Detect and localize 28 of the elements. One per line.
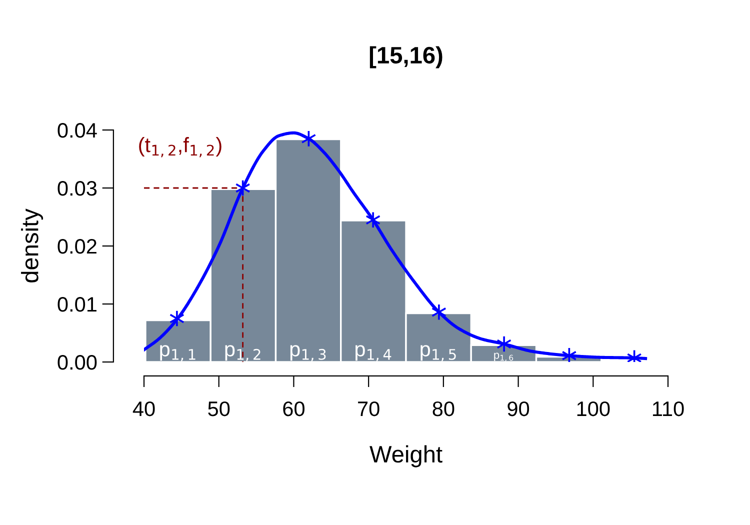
- point: [366, 211, 381, 228]
- x-axis-title: Weight: [370, 445, 442, 468]
- annotation: (t$_{1,2}$,f$_{1,2}$): [139, 137, 222, 158]
- annotation: p$_{1,1}$: [160, 345, 196, 362]
- annotation: p$_{1,3}$: [290, 345, 326, 362]
- x-tick-label: 80: [432, 401, 454, 416]
- y-tick-label: 0.01: [58, 297, 96, 312]
- y-tick-label: 0.03: [58, 181, 97, 196]
- y-tick-label: 0.04: [58, 123, 97, 138]
- point: [169, 310, 184, 328]
- x-tick-label: 40: [132, 401, 155, 416]
- annotation: p$_{1,4}$: [356, 345, 392, 362]
- point: [431, 304, 446, 321]
- x-tick-label: 100: [577, 401, 610, 416]
- x-tick-label: 90: [508, 401, 530, 416]
- chart-title: [15,16): [370, 46, 442, 68]
- x-tick-label: 70: [358, 401, 380, 416]
- x-tick-label: 60: [283, 401, 304, 416]
- annotation: p$_{1,5}$: [420, 345, 456, 362]
- y-axis-title: density: [21, 208, 44, 282]
- x-tick-label: 50: [208, 401, 230, 416]
- point: [562, 347, 577, 362]
- y-tick-label: 0.02: [58, 239, 96, 254]
- x-tick-label: 110: [652, 401, 684, 416]
- y-tick-label: 0.00: [58, 355, 97, 370]
- annotation: p$_{1,2}$: [225, 345, 260, 362]
- annotation: p$_{1,6}$: [494, 352, 514, 362]
- point: [496, 335, 512, 353]
